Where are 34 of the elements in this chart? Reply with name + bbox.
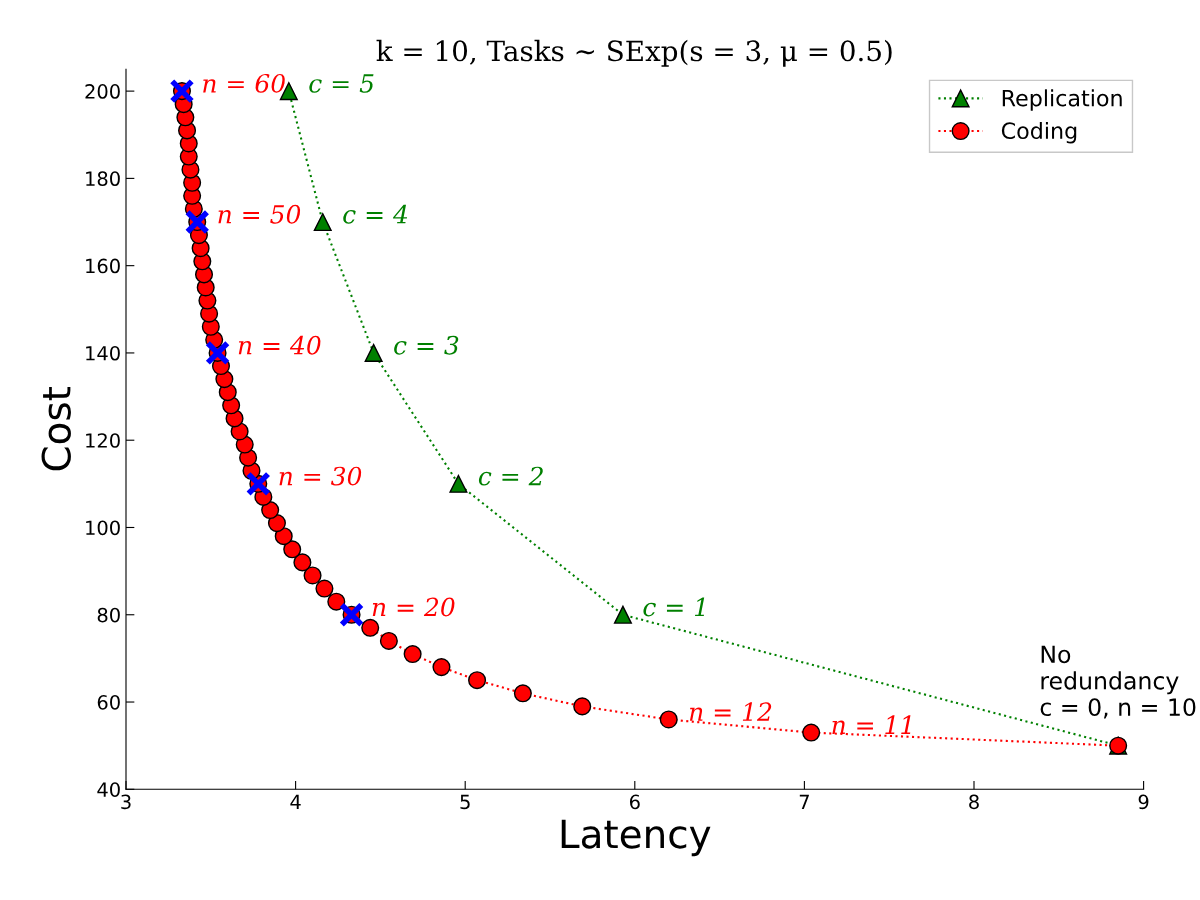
annotation: n = 50	[218, 204, 301, 224]
legend-label: Replication	[1002, 89, 1122, 111]
x-tick-label: 5	[460, 794, 470, 810]
y-tick-label: 100	[86, 520, 120, 536]
annotation: n = 12	[689, 702, 772, 721]
y-tick-label: 120	[86, 433, 120, 448]
annotation: n = 30	[279, 466, 362, 486]
annotation: n = 11	[832, 715, 911, 734]
y-axis-title: Cost	[41, 387, 71, 471]
y-tick-label: 80	[97, 607, 120, 623]
x-tick-label: 7	[799, 794, 809, 809]
y-tick-label: 40	[97, 782, 120, 797]
annotation: n = 40	[238, 335, 321, 355]
x-tick-label: 9	[1138, 794, 1149, 810]
y-tick-label: 160	[86, 258, 120, 274]
chart-title: k = 10, Tasks ∼ SExp(s = 3, μ = 0.5)	[376, 39, 892, 67]
x-tick-label: 8	[969, 794, 979, 810]
annotation: c = 5	[309, 74, 374, 93]
x-axis-title: Latency	[561, 819, 711, 857]
annotation: No redundancy c = 0, n = 10	[1040, 645, 1196, 719]
annotation: n = 60	[203, 73, 285, 93]
y-tick-label: 200	[85, 84, 120, 99]
y-tick-label: 140	[86, 345, 120, 361]
annotation: c = 1	[643, 597, 705, 617]
annotation: c = 2	[478, 466, 543, 486]
annotation: c = 3	[394, 335, 459, 355]
annotation: n = 20	[372, 597, 455, 617]
y-tick-label: 180	[86, 171, 120, 187]
x-tick-label: 3	[121, 794, 131, 810]
y-tick-label: 60	[97, 694, 120, 710]
x-tick-label: 6	[629, 794, 640, 810]
x-tick-label: 4	[290, 794, 301, 809]
legend-label: Coding	[1001, 121, 1077, 144]
annotation: c = 4	[343, 204, 408, 224]
